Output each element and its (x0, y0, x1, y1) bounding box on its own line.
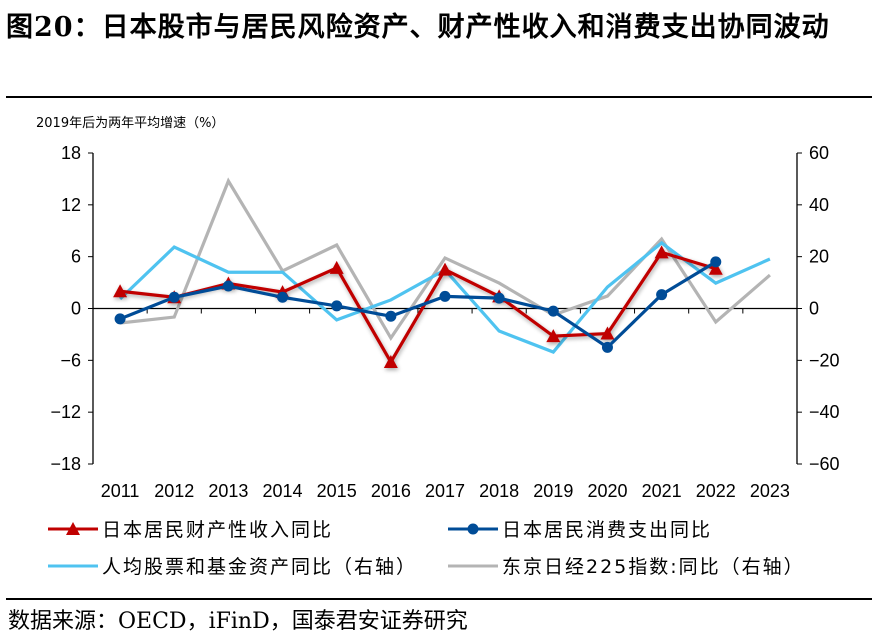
right-tick-label: 20 (809, 247, 829, 267)
triangle-marker (708, 261, 723, 275)
left-tick-label: −6 (60, 350, 81, 370)
x-tick-label: 2016 (371, 481, 411, 501)
circle-marker (385, 310, 397, 322)
circle-marker (277, 291, 289, 303)
circle-marker (114, 313, 126, 325)
circle-marker (493, 292, 505, 304)
triangle-marker (546, 329, 561, 343)
x-tick-label: 2021 (642, 481, 682, 501)
left-tick-label: 18 (61, 143, 81, 163)
triangle-marker (329, 260, 344, 274)
circle-marker (656, 289, 668, 301)
x-tick-label: 2015 (317, 481, 357, 501)
legend-label: 日本居民消费支出同比 (502, 519, 712, 541)
right-tick-label: 40 (809, 195, 829, 215)
series-line (119, 177, 771, 342)
legend-label: 人均股票和基金资产同比（右轴） (102, 556, 417, 578)
right-tick-label: −20 (809, 350, 840, 370)
circle-marker (547, 305, 559, 317)
x-tick-label: 2019 (533, 481, 573, 501)
triangle-marker (113, 284, 128, 298)
source-note: 数据来源：OECD，iFinD，国泰君安证券研究 (8, 609, 468, 634)
left-tick-label: 6 (71, 247, 81, 267)
triangle-marker (383, 355, 398, 369)
x-tick-label: 2020 (587, 481, 627, 501)
x-tick-label: 2022 (696, 481, 736, 501)
x-tick-label: 2013 (208, 481, 248, 501)
x-tick-label: 2017 (425, 481, 465, 501)
right-tick-label: 60 (809, 143, 829, 163)
circle-marker (331, 300, 343, 312)
right-tick-label: −40 (809, 402, 840, 422)
x-tick-label: 2018 (479, 481, 519, 501)
y-axis-label: 2019年后为两年平均增速（%） (36, 116, 225, 131)
title-rule (6, 96, 872, 98)
legend-circle-marker (467, 523, 479, 535)
left-tick-label: 12 (61, 195, 81, 215)
figure-title: 图20：日本股市与居民风险资产、财产性收入和消费支出协同波动 (6, 12, 830, 43)
circle-marker (439, 290, 451, 302)
circle-marker (222, 280, 234, 292)
left-tick-label: 0 (71, 299, 81, 319)
series-line (119, 250, 717, 366)
x-tick-label: 2012 (154, 481, 194, 501)
circle-marker (168, 291, 180, 303)
legend-label: 东京日经225指数:同比（右轴） (502, 556, 805, 578)
x-tick-label: 2023 (750, 481, 790, 501)
x-tick-label: 2011 (101, 481, 140, 501)
left-tick-label: −12 (50, 402, 81, 422)
series-2 (114, 256, 722, 353)
right-tick-label: 0 (809, 299, 819, 319)
triangle-marker (654, 245, 669, 259)
legend-label: 日本居民财产性收入同比 (102, 519, 333, 541)
circle-marker (710, 256, 722, 268)
right-tick-label: −60 (809, 454, 840, 474)
triangle-marker (600, 326, 615, 340)
x-tick-label: 2014 (263, 481, 303, 501)
series-4 (119, 177, 771, 342)
left-tick-label: −18 (50, 454, 81, 474)
legend-triangle-marker (66, 522, 80, 535)
circle-marker (601, 341, 613, 353)
source-rule (6, 598, 872, 600)
series-line (119, 260, 717, 350)
triangle-marker (438, 262, 452, 276)
